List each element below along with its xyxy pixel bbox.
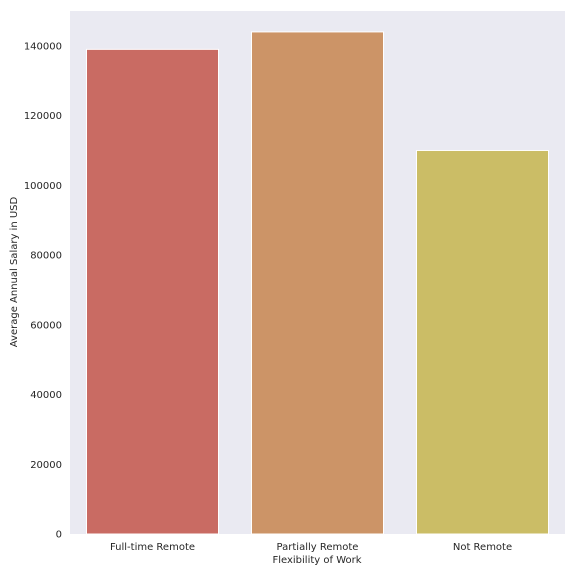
y-tick-label: 140000 — [24, 41, 62, 52]
y-axis: 0 20000 40000 60000 80000 100000 120000 140000 — [24, 41, 62, 540]
x-tick-label: Not Remote — [453, 542, 512, 553]
y-tick-label: 100000 — [24, 181, 62, 192]
bars-layer — [86, 31, 549, 535]
x-axis: Full-time Remote Partially Remote Not Remo… — [110, 542, 512, 553]
bar-1 — [86, 48, 219, 535]
x-tick-label: Partially Remote — [277, 542, 359, 553]
y-tick-label: 20000 — [30, 460, 62, 471]
y-tick-label: 60000 — [30, 320, 62, 331]
bar-3 — [416, 149, 549, 535]
y-axis-label: Average Annual Salary in USD — [9, 196, 20, 347]
y-tick-label: 40000 — [30, 390, 62, 401]
y-tick-label: 80000 — [30, 251, 62, 262]
y-tick-label: 0 — [56, 530, 62, 541]
x-tick-label: Full-time Remote — [110, 542, 195, 553]
y-tick-label: 120000 — [24, 111, 62, 122]
bar-2 — [251, 31, 384, 535]
x-axis-label: Flexibility of Work — [272, 555, 361, 566]
